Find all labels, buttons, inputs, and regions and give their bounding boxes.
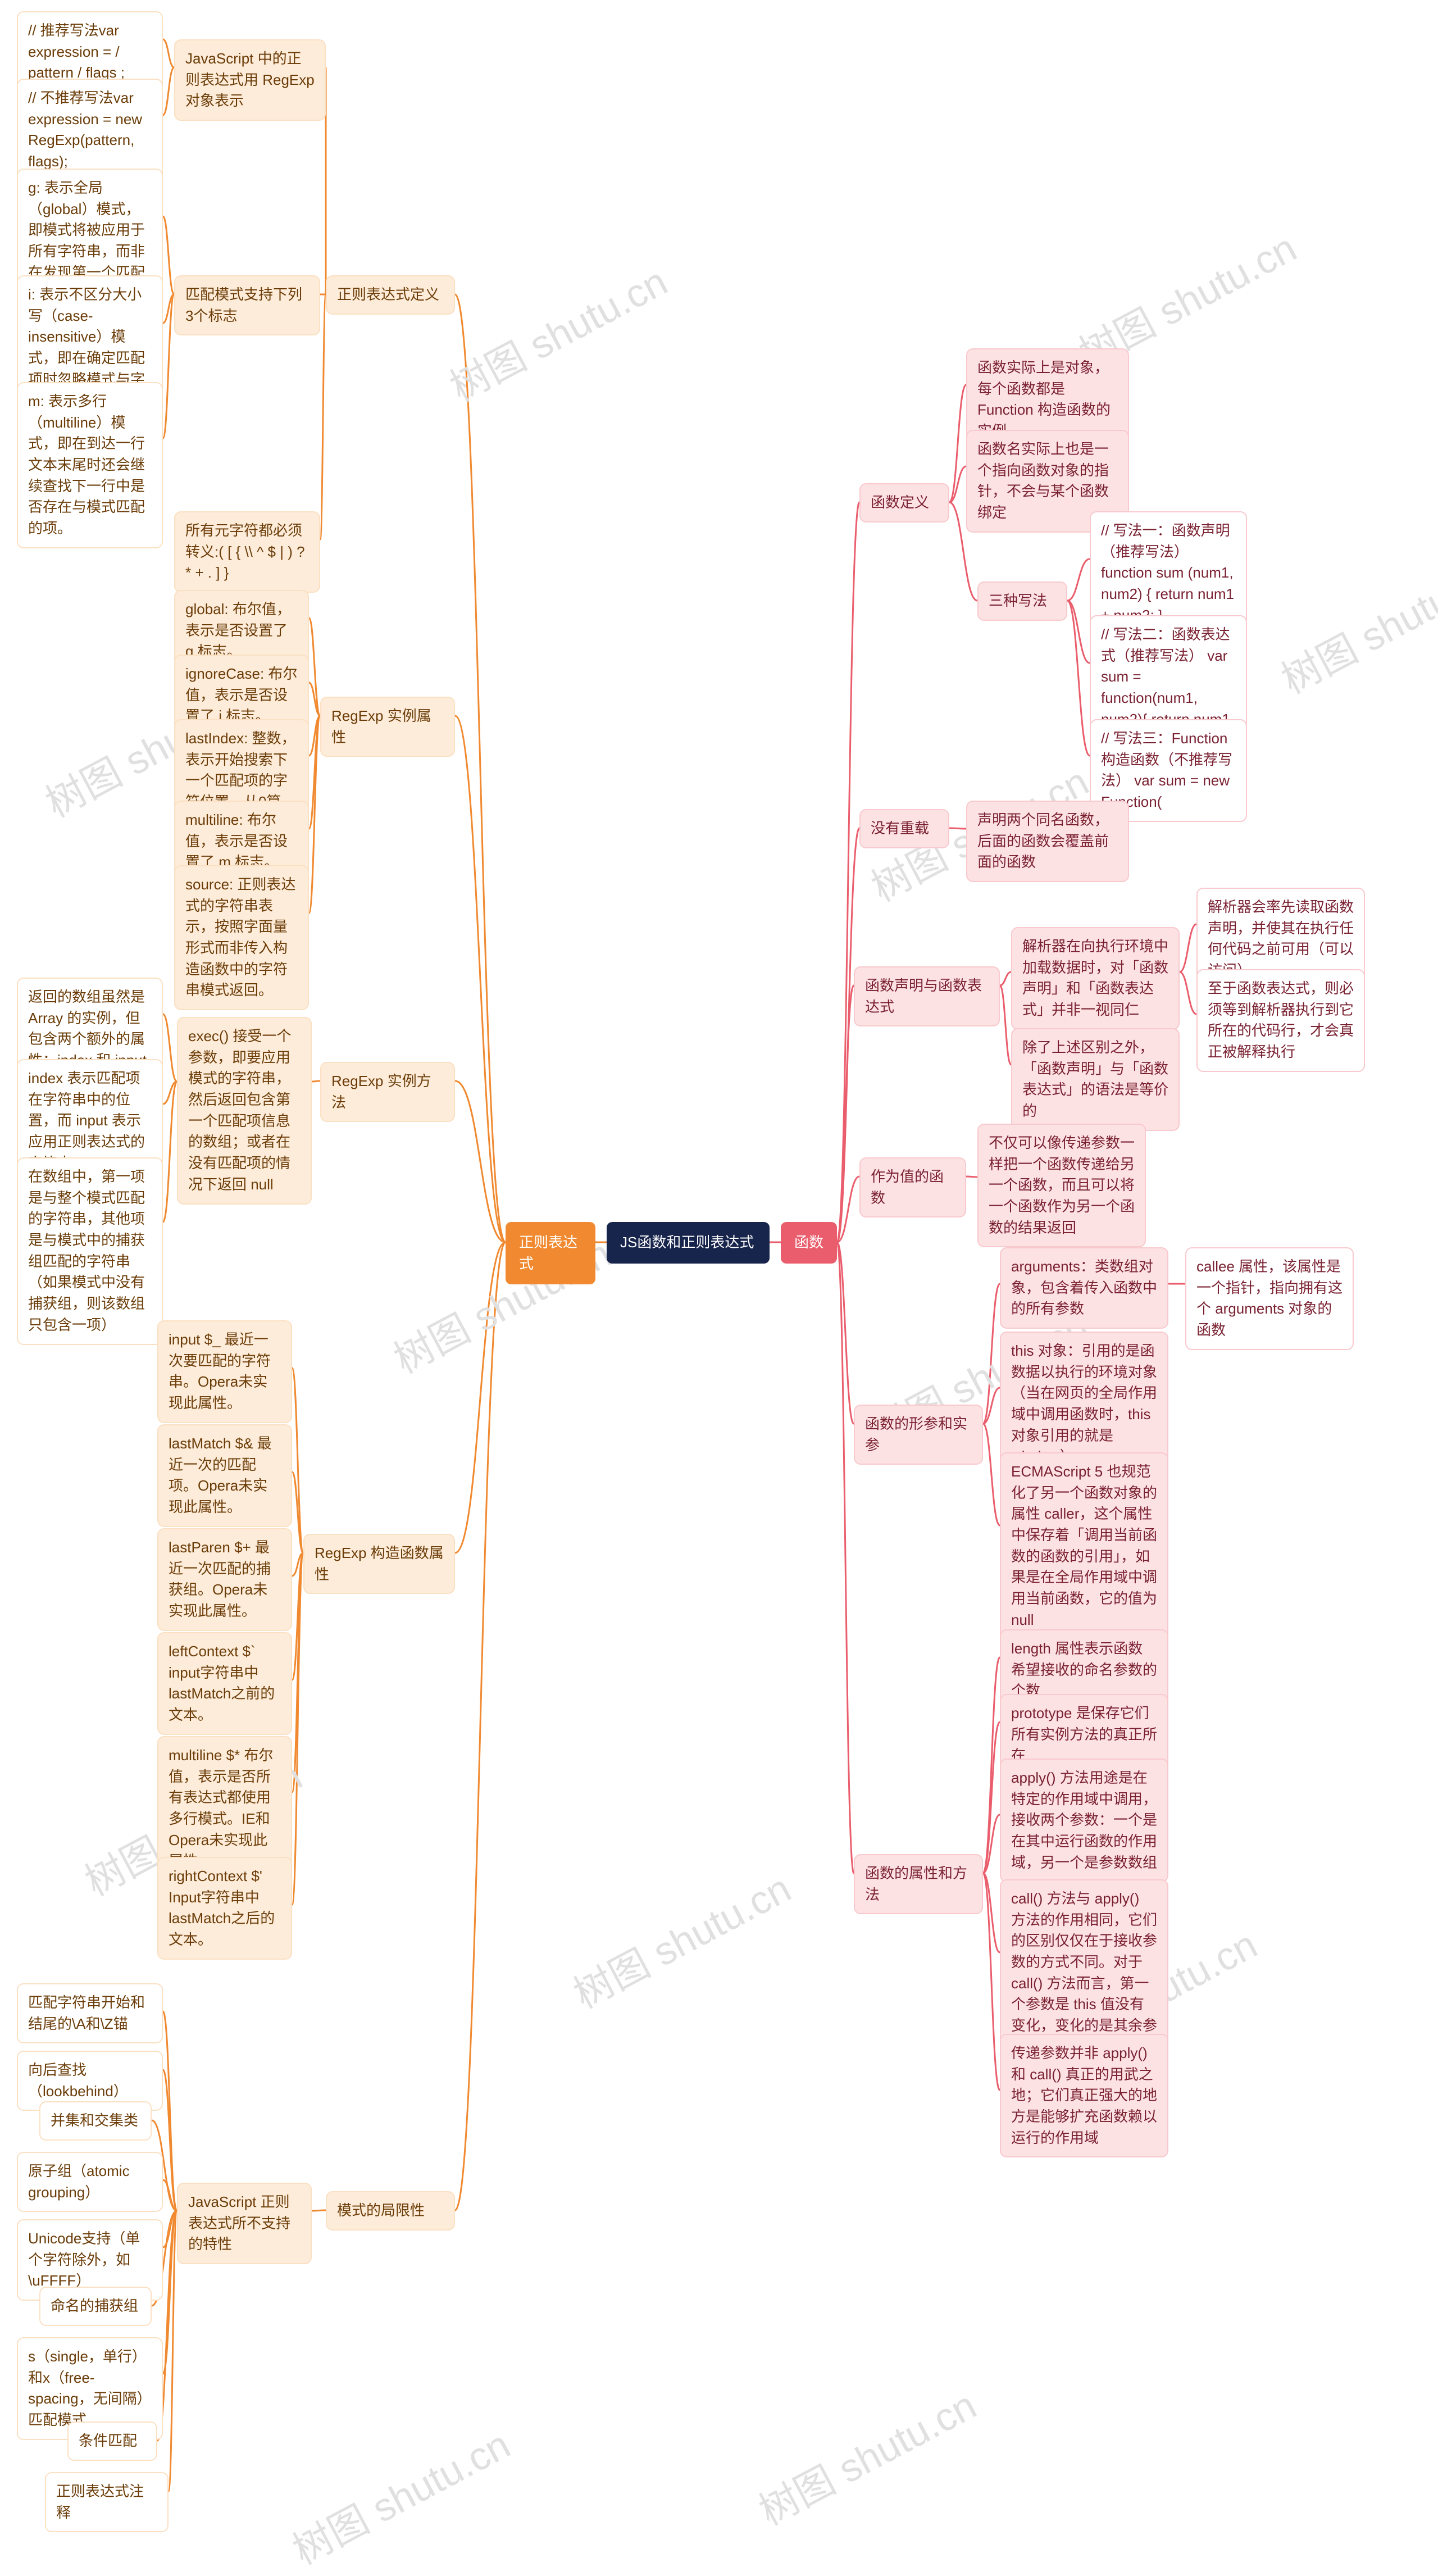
watermark: 树图 shutu.cn bbox=[439, 251, 676, 412]
left-node: lastMatch $& 最近一次的匹配项。Opera未实现此属性。 bbox=[157, 1424, 292, 1527]
watermark: 树图 shutu.cn bbox=[281, 2414, 518, 2575]
mindmap-canvas: 树图 shutu.cn 树图 shutu.cn 树图 shutu.cn 树图 shut… bbox=[0, 0, 1438, 2542]
left-node: 正则表达式注释 bbox=[45, 2472, 169, 2532]
watermark: 树图 shutu.cn bbox=[748, 2374, 985, 2536]
main-right: 函数 bbox=[781, 1222, 837, 1264]
right-node: 解析器在向执行环境中加载数据时，对「函数声明」和「函数表达式」并非一视同仁 bbox=[1011, 927, 1180, 1030]
left-node: source: 正则表达式的字符串表示，按照字面量形式而非传入构造函数中的字符串… bbox=[174, 865, 309, 1010]
right-node: callee 属性，该属性是一个指针，指向拥有这个 arguments 对象的函… bbox=[1185, 1247, 1354, 1350]
left-node: JavaScript 中的正则表达式用 RegExp 对象表示 bbox=[174, 39, 326, 121]
left-node: input $_ 最近一次要匹配的字符串。Opera未实现此属性。 bbox=[157, 1320, 292, 1423]
right-node: 除了上述区别之外，「函数声明」与「函数表达式」的语法是等价的 bbox=[1011, 1028, 1180, 1131]
left-node: exec() 接受一个参数，即要应用模式的字符串，然后返回包含第一个匹配项信息的… bbox=[177, 1017, 312, 1205]
left-node: 在数组中，第一项是与整个模式匹配的字符串，其他项是与模式中的捕获组匹配的字符串（… bbox=[17, 1157, 163, 1345]
right-node: 没有重载 bbox=[859, 809, 949, 848]
right-node: 不仅可以像传递参数一样把一个函数传递给另一个函数，而且可以将一个函数作为另一个函… bbox=[977, 1124, 1146, 1247]
left-node: 条件匹配 bbox=[67, 2421, 157, 2461]
watermark: 树图 shutu.cn bbox=[562, 1857, 799, 2019]
left-node: 匹配模式支持下列3个标志 bbox=[174, 275, 320, 335]
main-left: 正则表达式 bbox=[506, 1222, 595, 1284]
left-node: 正则表达式定义 bbox=[326, 275, 455, 315]
right-node: apply() 方法用途是在特定的作用域中调用，接收两个参数：一个是在其中运行函… bbox=[1000, 1759, 1168, 1882]
left-node: leftContext $` input字符串中lastMatch之前的文本。 bbox=[157, 1632, 292, 1735]
left-node: m: 表示多行（multiline）模式，即在到达一行文本末尾时还会继续查找下一… bbox=[17, 382, 163, 548]
left-node: // 不推荐写法var expression = new RegExp(patt… bbox=[17, 79, 163, 181]
left-node: RegExp 构造函数属性 bbox=[303, 1534, 455, 1594]
watermark: 树图 shutu.cn bbox=[1270, 543, 1438, 705]
right-node: arguments：类数组对象，包含着传入函数中的所有参数 bbox=[1000, 1247, 1168, 1329]
left-node: 命名的捕获组 bbox=[39, 2287, 152, 2326]
root-node: JS函数和正则表达式 bbox=[607, 1222, 770, 1264]
right-node: 函数定义 bbox=[859, 483, 949, 523]
left-node: RegExp 实例属性 bbox=[320, 697, 455, 757]
right-node: 至于函数表达式，则必须等到解析器执行到它所在的代码行，才会真正被解释执行 bbox=[1196, 969, 1365, 1072]
right-node: ECMAScript 5 也规范化了另一个函数对象的属性 caller，这个属性… bbox=[1000, 1452, 1168, 1640]
left-node: lastParen $+ 最近一次匹配的捕获组。Opera未实现此属性。 bbox=[157, 1528, 292, 1631]
left-node: 匹配字符串开始和结尾的\A和\Z锚 bbox=[17, 1983, 163, 2043]
right-node: 作为值的函数 bbox=[859, 1157, 966, 1217]
left-node: JavaScript 正则表达式所不支持的特性 bbox=[177, 2183, 312, 2264]
left-node: 原子组（atomic grouping） bbox=[17, 2152, 163, 2212]
left-node: 模式的局限性 bbox=[326, 2191, 455, 2230]
right-node: 函数的形参和实参 bbox=[854, 1405, 983, 1465]
left-node: 并集和交集类 bbox=[39, 2101, 152, 2141]
left-node: 所有元字符都必须转义:( [ { \\ ^ $ | ) ? * + . ] } bbox=[174, 511, 320, 593]
right-node: 函数的属性和方法 bbox=[854, 1854, 983, 1914]
left-node: RegExp 实例方法 bbox=[320, 1062, 455, 1122]
left-node: rightContext $' Input字符串中lastMatch之后的文本。 bbox=[157, 1857, 292, 1960]
right-node: 三种写法 bbox=[977, 581, 1067, 621]
right-node: 传递参数并非 apply() 和 call() 真正的用武之地；它们真正强大的地… bbox=[1000, 2034, 1168, 2157]
right-node: 声明两个同名函数，后面的函数会覆盖前面的函数 bbox=[966, 801, 1129, 882]
right-node: 函数声明与函数表达式 bbox=[854, 966, 1000, 1026]
